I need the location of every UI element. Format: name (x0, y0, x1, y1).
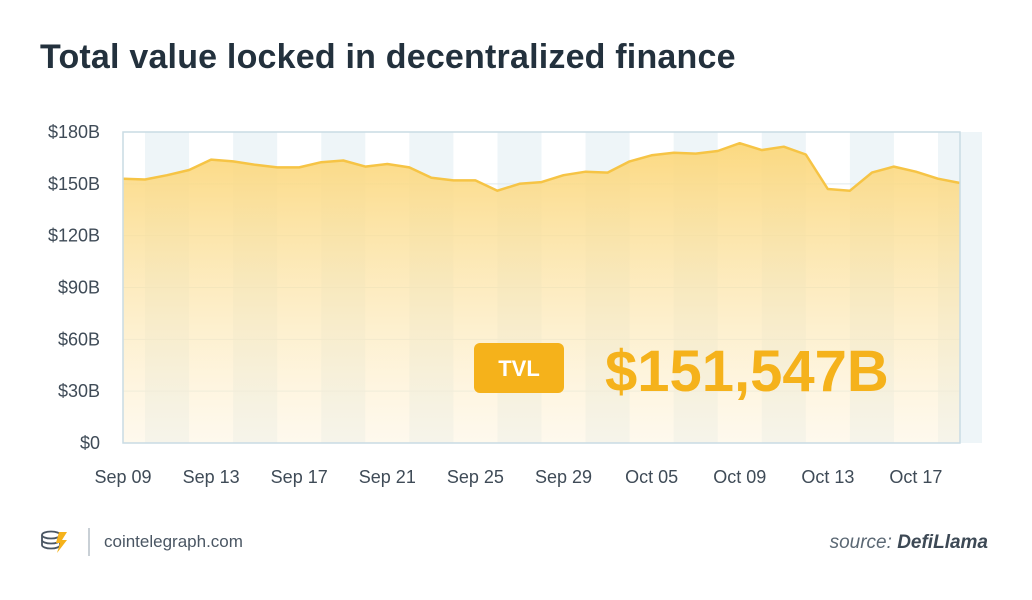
y-tick-label: $180B (48, 122, 100, 142)
footer-source: source: DefiLlama (830, 532, 988, 554)
x-tick-label: Sep 21 (359, 467, 416, 487)
footer-separator (88, 528, 90, 556)
x-tick-label: Sep 29 (535, 467, 592, 487)
x-tick-label: Sep 09 (94, 467, 151, 487)
source-label: source: (829, 532, 892, 553)
y-tick-label: $60B (58, 329, 100, 349)
y-tick-label: $120B (48, 226, 100, 246)
x-tick-label: Sep 13 (183, 467, 240, 487)
y-tick-label: $0 (80, 433, 100, 453)
x-axis-ticks: Sep 09 Sep 13 Sep 17 Sep 21 Sep 25 Sep 29 Oct … (94, 467, 942, 487)
y-tick-label: $30B (58, 381, 100, 401)
y-tick-label: $150B (48, 174, 100, 194)
tvl-annotation: TVL $151,547B (474, 339, 889, 404)
x-tick-label: Oct 09 (713, 467, 766, 487)
source-name: DefiLlama (897, 532, 988, 553)
y-axis-ticks: $0 $30B $60B $90B $120B $150B $180B (48, 122, 100, 453)
tvl-badge-label: TVL (498, 356, 540, 381)
plot-border (122, 131, 961, 444)
tvl-value: $151,547B (605, 339, 889, 404)
x-tick-label: Oct 13 (801, 467, 854, 487)
series-line (122, 141, 961, 192)
footer-site[interactable]: cointelegraph.com (104, 532, 243, 551)
chart-title: Total value locked in decentralized fina… (40, 38, 736, 76)
x-tick-label: Sep 17 (271, 467, 328, 487)
x-tick-label: Oct 17 (889, 467, 942, 487)
area-layer (122, 141, 961, 443)
x-tick-label: Sep 25 (447, 467, 504, 487)
x-tick-label: Oct 05 (625, 467, 678, 487)
cointelegraph-logo-icon (41, 530, 67, 553)
series-area (123, 143, 960, 443)
tvl-badge (474, 343, 564, 393)
y-tick-label: $90B (58, 278, 100, 298)
